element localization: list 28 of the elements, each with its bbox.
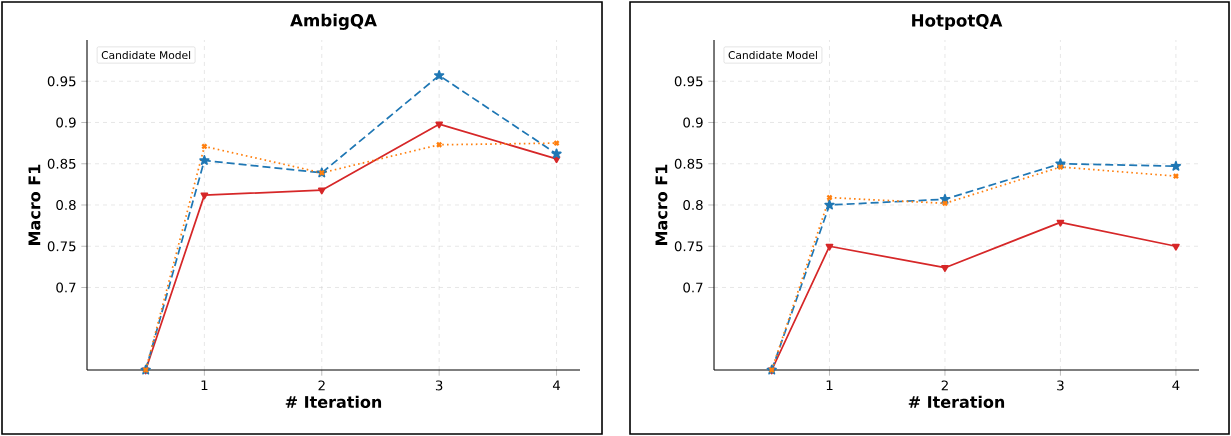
y-tick-label: 0.85: [674, 158, 703, 169]
y-tick-label: 0.8: [683, 199, 703, 211]
chart-title: AmbigQA: [290, 13, 377, 30]
x-tick-label: 2: [318, 380, 325, 391]
x-tick-label: 3: [435, 380, 443, 391]
x-tick-label: 3: [1057, 380, 1064, 391]
x-tick-label: 4: [552, 380, 561, 391]
x-axis-title: # Iteration: [908, 395, 1005, 409]
y-axis-title: Macro F1: [28, 164, 41, 245]
x-tick-label: 2: [941, 380, 948, 391]
y-tick-label: 0.75: [674, 241, 703, 252]
y-tick-label: 0.8: [56, 199, 76, 211]
y-tick-label: 0.9: [56, 117, 76, 128]
y-tick-label: 0.95: [674, 76, 703, 87]
annotation: Candidate Model: [101, 50, 191, 60]
chart-title: HotpotQA: [912, 14, 1003, 30]
y-tick-label: 0.95: [47, 76, 76, 87]
y-tick-label: 0.7: [683, 282, 703, 293]
annotation: Candidate Model: [728, 50, 817, 60]
y-tick-label: 0.7: [56, 282, 76, 293]
x-tick-label: 4: [1172, 380, 1180, 391]
y-tick-label: 0.85: [47, 158, 76, 169]
x-tick-label: 1: [826, 380, 833, 391]
y-axis-title: Macro F1: [655, 164, 668, 245]
y-tick-label: 0.9: [683, 117, 703, 128]
y-tick-label: 0.75: [47, 241, 76, 252]
x-axis-title: # Iteration: [285, 395, 382, 409]
x-tick-label: 1: [201, 380, 208, 391]
